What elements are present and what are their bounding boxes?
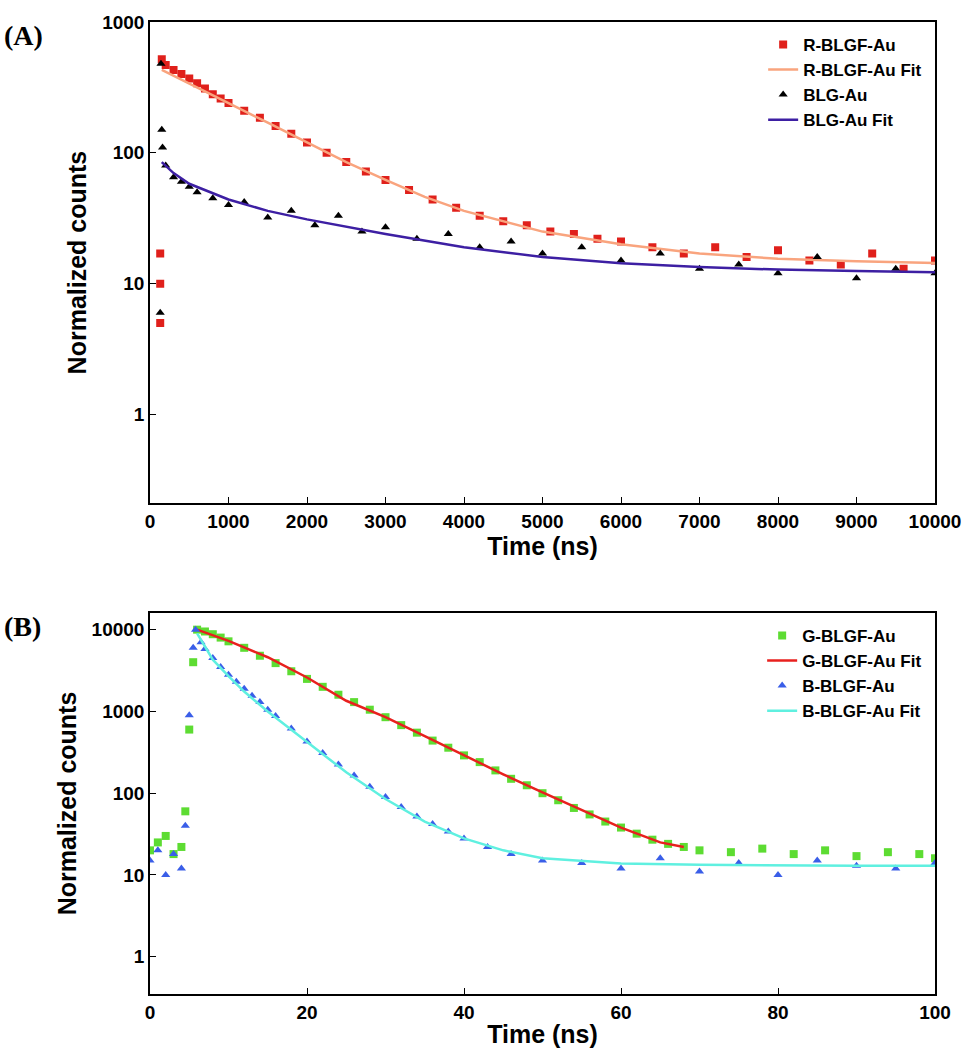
svg-text:10: 10: [123, 865, 144, 886]
svg-text:(B): (B): [4, 611, 41, 642]
svg-text:Normalized counts: Normalized counts: [63, 151, 91, 375]
svg-text:R-BLGF-Au Fit: R-BLGF-Au Fit: [803, 61, 921, 80]
svg-text:0: 0: [145, 1002, 156, 1023]
svg-text:100: 100: [113, 783, 145, 804]
svg-text:1: 1: [134, 404, 145, 425]
svg-text:20: 20: [296, 1002, 317, 1023]
svg-text:100: 100: [919, 1002, 951, 1023]
svg-text:1000: 1000: [207, 511, 249, 532]
svg-text:G-BLGF-Au: G-BLGF-Au: [802, 627, 895, 646]
svg-text:BLG-Au: BLG-Au: [803, 86, 867, 105]
svg-text:Time (ns): Time (ns): [487, 532, 598, 560]
svg-text:80: 80: [767, 1002, 788, 1023]
svg-text:40: 40: [453, 1002, 474, 1023]
svg-text:1: 1: [134, 946, 145, 967]
svg-text:10000: 10000: [92, 619, 145, 640]
svg-text:10: 10: [123, 273, 144, 294]
svg-text:BLG-Au Fit: BLG-Au Fit: [803, 111, 893, 130]
svg-text:7000: 7000: [678, 511, 720, 532]
svg-text:2000: 2000: [286, 511, 328, 532]
svg-text:R-BLGF-Au: R-BLGF-Au: [803, 36, 896, 55]
svg-text:0: 0: [145, 511, 156, 532]
svg-text:(A): (A): [4, 20, 43, 51]
svg-text:3000: 3000: [364, 511, 406, 532]
svg-text:1000: 1000: [102, 12, 144, 33]
svg-text:9000: 9000: [835, 511, 877, 532]
svg-text:1000: 1000: [102, 701, 144, 722]
svg-text:4000: 4000: [443, 511, 485, 532]
svg-text:B-BLGF-Au: B-BLGF-Au: [802, 677, 895, 696]
svg-text:Normalized counts: Normalized counts: [53, 692, 81, 916]
svg-text:B-BLGF-Au Fit: B-BLGF-Au Fit: [802, 702, 920, 721]
svg-text:5000: 5000: [521, 511, 563, 532]
svg-text:10000: 10000: [909, 511, 962, 532]
svg-text:100: 100: [113, 142, 145, 163]
svg-text:6000: 6000: [600, 511, 642, 532]
svg-text:8000: 8000: [757, 511, 799, 532]
svg-text:Time (ns): Time (ns): [487, 1020, 598, 1048]
svg-text:G-BLGF-Au Fit: G-BLGF-Au Fit: [802, 652, 921, 671]
svg-text:60: 60: [610, 1002, 631, 1023]
